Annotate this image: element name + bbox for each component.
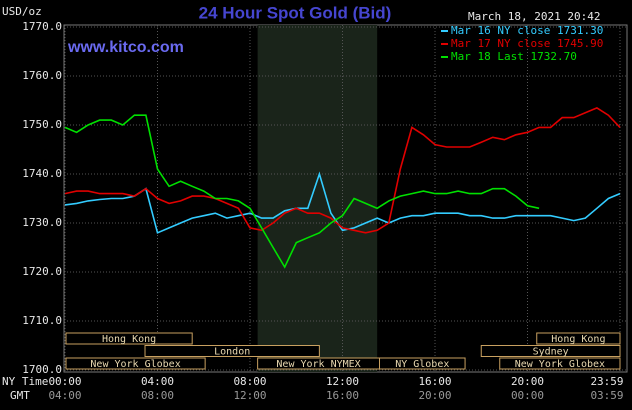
y-axis-label: USD/oz <box>2 5 42 18</box>
session-label: NY Globex <box>395 359 449 370</box>
x-tick-label: 16:00 <box>418 375 451 388</box>
session-box <box>144 345 320 357</box>
x-tick-label-gmt: 20:00 <box>418 389 451 402</box>
y-tick-label: 1760.0 <box>22 69 62 82</box>
series-line <box>64 171 621 234</box>
session-box <box>379 357 466 370</box>
x-tick-label: 23:59 <box>590 375 623 388</box>
plot <box>63 24 628 373</box>
series-line <box>64 114 540 269</box>
y-tick-label: 1750.0 <box>22 118 62 131</box>
x-tick-label: 04:00 <box>141 375 174 388</box>
x-tick-label-gmt: 03:59 <box>590 389 623 402</box>
session-highlight <box>257 25 378 372</box>
site-url: www.kitco.com <box>67 39 184 56</box>
session-box <box>480 345 621 357</box>
x-tick-label-gmt: 16:00 <box>326 389 359 402</box>
x-tick-label: 00:00 <box>48 375 81 388</box>
session-box <box>499 357 621 370</box>
y-tick-label: 1700.0 <box>22 363 62 376</box>
session-label: New York Globex <box>515 359 605 370</box>
session-label: Hong Kong <box>551 334 605 345</box>
legend-label: Mar 17 NY close 1745.90 <box>451 37 603 50</box>
y-tick-label: 1730.0 <box>22 216 62 229</box>
timestamp: March 18, 2021 20:42 <box>468 10 600 23</box>
x-tick-label-gmt: 12:00 <box>233 389 266 402</box>
session-label: New York Globex <box>90 359 180 370</box>
session-label: New York NYMEX <box>276 359 360 370</box>
x-tick-label-gmt: 04:00 <box>48 389 81 402</box>
y-tick-label: 1770.0 <box>22 20 62 33</box>
x-tick-label-gmt: 00:00 <box>511 389 544 402</box>
session-label: Hong Kong <box>102 334 156 345</box>
legend-label: Mar 16 NY close 1731.30 <box>451 24 603 37</box>
y-tick-label: 1740.0 <box>22 167 62 180</box>
y-tick-label: 1720.0 <box>22 265 62 278</box>
x-row-label: NY Time <box>2 375 48 388</box>
x-tick-label: 20:00 <box>511 375 544 388</box>
x-row-label: GMT <box>10 389 30 402</box>
session-box <box>65 332 193 345</box>
x-tick-label: 08:00 <box>233 375 266 388</box>
session-label: Sydney <box>533 347 569 358</box>
legend-label: Mar 18 Last 1732.70 <box>451 50 577 63</box>
chart-title: 24 Hour Spot Gold (Bid) <box>199 3 392 22</box>
series-line <box>64 106 621 234</box>
session-box <box>536 332 621 345</box>
x-tick-label-gmt: 08:00 <box>141 389 174 402</box>
session-label: London <box>214 347 250 358</box>
y-tick-label: 1710.0 <box>22 314 62 327</box>
session-box <box>65 357 206 370</box>
x-tick-label: 12:00 <box>326 375 359 388</box>
